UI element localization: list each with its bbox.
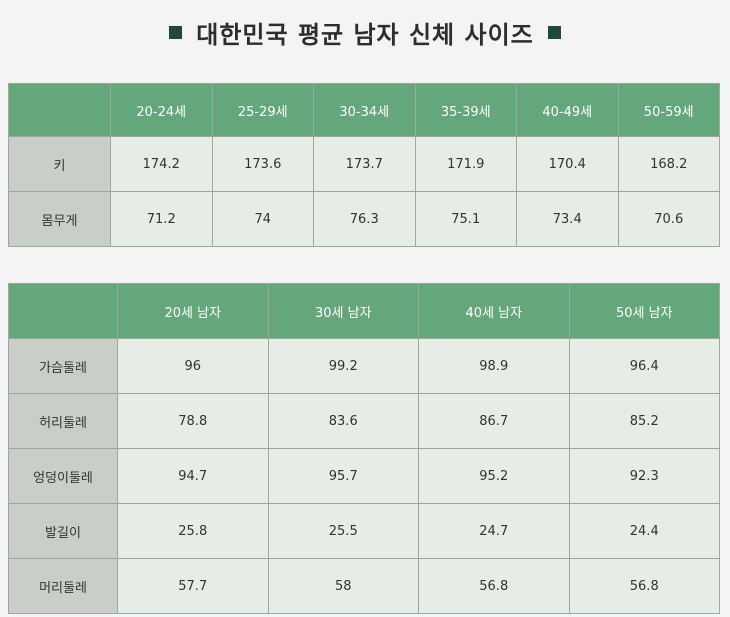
square-bullet-icon — [547, 25, 561, 39]
table-cell: 73.4 — [516, 191, 619, 247]
table-header-row: 20세 남자 30세 남자 40세 남자 50세 남자 — [8, 283, 720, 339]
column-header: 40세 남자 — [418, 283, 570, 339]
table-cell: 25.5 — [267, 503, 419, 559]
row-label: 엉덩이둘레 — [8, 448, 118, 504]
row-label: 가슴둘레 — [8, 338, 118, 394]
table-header-row: 20-24세 25-29세 30-34세 35-39세 40-49세 50-59… — [8, 83, 720, 137]
table-cell: 96 — [117, 338, 269, 394]
table-row: 발길이 25.8 25.5 24.7 24.4 — [8, 503, 720, 559]
table-row: 키 174.2 173.6 173.7 171.9 170.4 168.2 — [8, 136, 720, 192]
square-bullet-icon — [169, 25, 183, 39]
page-title: 대한민국 평균 남자 신체 사이즈 — [0, 14, 730, 50]
table-cell: 173.6 — [211, 136, 314, 192]
column-header: 50-59세 — [617, 83, 720, 137]
table-row: 몸무게 71.2 74 76.3 75.1 73.4 70.6 — [8, 191, 720, 247]
table-cell: 95.2 — [418, 448, 570, 504]
table-cell: 56.8 — [418, 558, 570, 614]
table-cell: 70.6 — [617, 191, 720, 247]
page-title-text: 대한민국 평균 남자 신체 사이즈 — [196, 20, 534, 49]
table-cell: 58 — [267, 558, 419, 614]
row-label: 키 — [8, 136, 111, 192]
table-row: 가슴둘레 96 99.2 98.9 96.4 — [8, 338, 720, 394]
table-cell: 24.7 — [418, 503, 570, 559]
table-cell: 96.4 — [568, 338, 720, 394]
table-cell: 56.8 — [568, 558, 720, 614]
corner-cell — [8, 83, 111, 137]
table-cell: 83.6 — [267, 393, 419, 449]
table-cell: 78.8 — [117, 393, 269, 449]
column-header: 30세 남자 — [267, 283, 419, 339]
table-cell: 173.7 — [313, 136, 416, 192]
table-cell: 74 — [211, 191, 314, 247]
corner-cell — [8, 283, 118, 339]
table-cell: 170.4 — [516, 136, 619, 192]
row-label: 허리둘레 — [8, 393, 118, 449]
table-row: 엉덩이둘레 94.7 95.7 95.2 92.3 — [8, 448, 720, 504]
table-cell: 94.7 — [117, 448, 269, 504]
table-cell: 86.7 — [418, 393, 570, 449]
row-label: 머리둘레 — [8, 558, 118, 614]
column-header: 20-24세 — [110, 83, 213, 137]
column-header: 25-29세 — [211, 83, 314, 137]
table-cell: 92.3 — [568, 448, 720, 504]
table-cell: 95.7 — [267, 448, 419, 504]
table-row: 허리둘레 78.8 83.6 86.7 85.2 — [8, 393, 720, 449]
table-cell: 85.2 — [568, 393, 720, 449]
table-cell: 25.8 — [117, 503, 269, 559]
table-cell: 24.4 — [568, 503, 720, 559]
table-cell: 71.2 — [110, 191, 213, 247]
table-cell: 57.7 — [117, 558, 269, 614]
column-header: 30-34세 — [313, 83, 416, 137]
table-cell: 168.2 — [617, 136, 720, 192]
table-cell: 171.9 — [414, 136, 517, 192]
table-cell: 99.2 — [267, 338, 419, 394]
table-cell: 98.9 — [418, 338, 570, 394]
column-header: 40-49세 — [516, 83, 619, 137]
row-label: 몸무게 — [8, 191, 111, 247]
column-header: 20세 남자 — [117, 283, 269, 339]
table-row: 머리둘레 57.7 58 56.8 56.8 — [8, 558, 720, 614]
age-height-weight-table: 20-24세 25-29세 30-34세 35-39세 40-49세 50-59… — [8, 83, 720, 247]
table-cell: 75.1 — [414, 191, 517, 247]
table-cell: 174.2 — [110, 136, 213, 192]
column-header: 50세 남자 — [568, 283, 720, 339]
table-cell: 76.3 — [313, 191, 416, 247]
row-label: 발길이 — [8, 503, 118, 559]
column-header: 35-39세 — [414, 83, 517, 137]
body-measurements-table: 20세 남자 30세 남자 40세 남자 50세 남자 가슴둘레 96 99.2… — [8, 283, 720, 614]
